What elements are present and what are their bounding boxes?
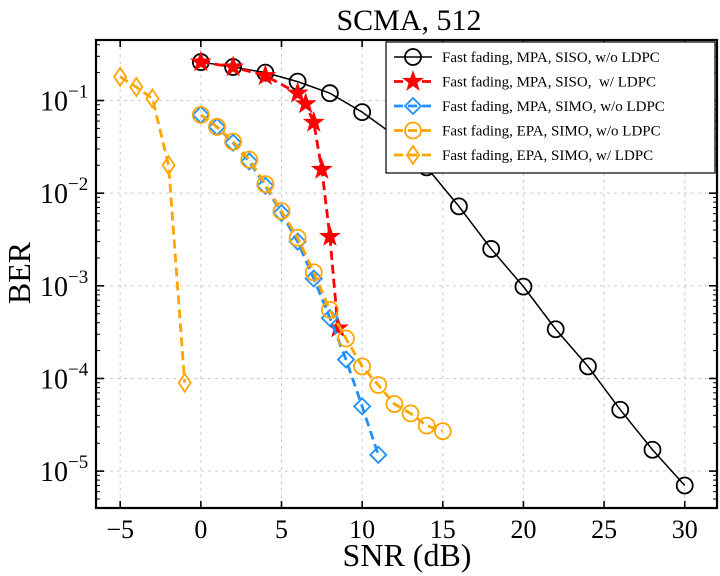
series-line — [200, 113, 444, 433]
data-point — [129, 76, 144, 98]
x-tick-label: −5 — [106, 515, 134, 544]
x-tick-label: 20 — [510, 515, 536, 544]
data-point — [450, 197, 468, 216]
data-point — [239, 152, 259, 171]
data-point — [320, 300, 339, 319]
legend-marker — [405, 144, 421, 166]
y-tick-label: 10−1 — [40, 82, 88, 118]
data-point — [222, 55, 245, 77]
data-point — [310, 157, 333, 179]
series-5 — [113, 66, 192, 394]
data-point — [113, 66, 128, 88]
data-point — [254, 64, 277, 86]
x-axis-label: SNR (dB) — [343, 537, 472, 573]
data-point — [353, 103, 372, 121]
grid-lines — [96, 40, 717, 508]
legend-marker — [404, 121, 422, 140]
data-point — [433, 422, 452, 441]
x-tick-label: 25 — [591, 515, 617, 544]
legend-label: Fast fading, MPA, SISO, w/ LDPC — [442, 75, 656, 91]
data-point — [401, 404, 420, 423]
x-tick-label: 0 — [194, 515, 207, 544]
y-tick-label: 10−3 — [40, 267, 88, 303]
data-point — [288, 228, 307, 247]
data-point — [482, 240, 501, 258]
axis-ticks: −5 0 5 10 15 20 25 30 10−5 10−4 10−3 10−2 10−1 — [40, 40, 717, 544]
series-line — [200, 61, 686, 486]
data-point — [417, 416, 436, 435]
data-point — [369, 376, 388, 394]
series-4 — [191, 105, 452, 441]
data-point — [326, 316, 349, 338]
data-point — [223, 133, 243, 153]
data-point — [336, 350, 356, 369]
data-point — [189, 50, 212, 72]
data-point — [546, 320, 565, 339]
data-point — [302, 110, 325, 132]
legend: Fast fading, MPA, SISO, w/o LDPC Fast fad… — [385, 41, 716, 174]
data-point — [191, 105, 210, 124]
legend-label: Fast fading, EPA, SIMO, w/o LDPC — [442, 124, 661, 140]
data-point — [320, 84, 339, 103]
legend-box — [385, 41, 716, 174]
data-point — [643, 440, 662, 459]
series-2 — [189, 50, 349, 338]
data-point — [288, 232, 307, 251]
series-lines — [113, 50, 694, 495]
data-point — [294, 92, 317, 114]
y-tick-label: 10−5 — [40, 452, 88, 488]
chart-title: SCMA, 512 — [336, 4, 481, 37]
legend-label: Fast fading, EPA, SIMO, w/ LDPC — [442, 148, 653, 164]
data-point — [579, 357, 597, 376]
y-axis-label: BER — [1, 241, 37, 304]
legend-marker — [404, 48, 422, 66]
series-line — [200, 113, 380, 456]
series-3 — [191, 105, 388, 465]
data-point — [304, 269, 324, 288]
data-point — [318, 225, 341, 246]
legend-label: Fast fading, MPA, SIMO, w/o LDPC — [442, 99, 665, 115]
data-point — [161, 154, 176, 176]
data-point — [352, 397, 372, 416]
data-point — [611, 400, 630, 419]
data-point — [385, 395, 404, 413]
data-point — [368, 445, 388, 465]
x-tick-label: 10 — [349, 515, 375, 544]
plot-frame — [94, 38, 719, 510]
data-point — [675, 476, 694, 495]
data-point — [337, 329, 355, 348]
data-point — [353, 357, 372, 376]
x-tick-label: 5 — [275, 515, 288, 544]
data-point — [304, 263, 323, 282]
data-point — [145, 87, 160, 110]
data-point — [256, 175, 275, 194]
data-point — [272, 202, 291, 221]
x-tick-label: 30 — [672, 515, 698, 544]
data-point — [240, 150, 259, 169]
legend-marker — [402, 69, 424, 91]
series-line — [119, 75, 187, 383]
legend-marker — [403, 96, 423, 116]
data-point — [177, 372, 192, 394]
data-point — [256, 176, 275, 196]
x-tick-label: 15 — [430, 515, 456, 544]
data-point — [272, 203, 291, 223]
y-tick-label: 10−4 — [40, 359, 89, 395]
data-point — [514, 277, 533, 296]
data-point — [208, 117, 226, 136]
y-tick-label: 10−2 — [40, 174, 88, 210]
data-point — [224, 132, 243, 151]
legend-label: Fast fading, MPA, SISO, w/o LDPC — [442, 50, 660, 66]
data-point — [286, 81, 309, 103]
